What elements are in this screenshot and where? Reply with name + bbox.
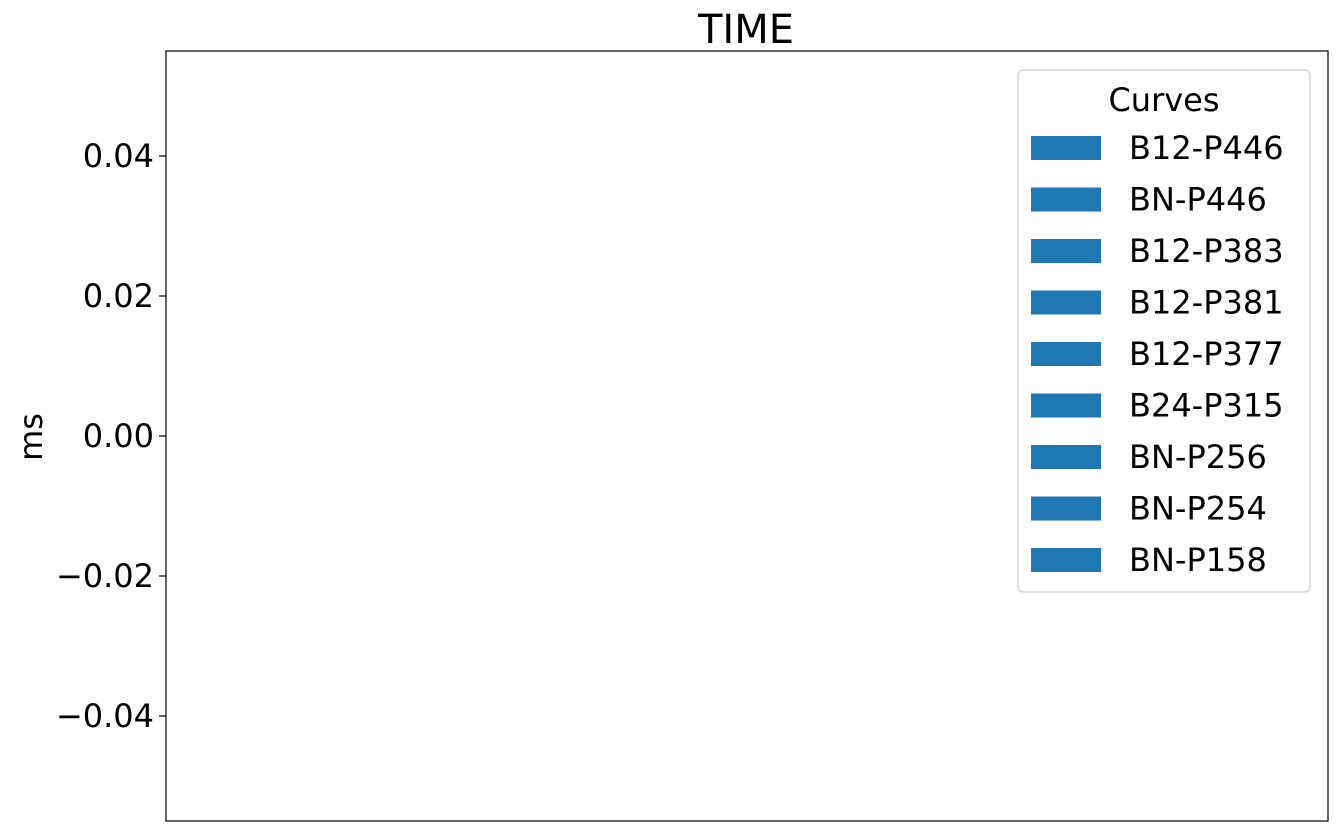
legend-title: Curves: [1108, 81, 1219, 119]
legend-label: B12-P446: [1129, 129, 1284, 167]
legend-entries: B12-P446 BN-P446 B12-P383 B12-P381 B12-P377 B…: [1031, 129, 1284, 579]
y-tick-label: 0.00: [83, 417, 154, 455]
legend-swatch: [1031, 548, 1101, 572]
legend-swatch: [1031, 290, 1101, 315]
legend-swatch: [1031, 187, 1101, 212]
legend-swatch: [1031, 496, 1101, 521]
y-tick-label: −0.02: [56, 557, 154, 595]
legend-swatch: [1031, 136, 1101, 160]
legend-swatch: [1031, 342, 1101, 366]
chart-title: TIME: [697, 7, 794, 53]
legend-label: B24-P315: [1129, 387, 1284, 425]
legend-label: BN-P254: [1129, 490, 1267, 528]
y-axis-label: ms: [12, 413, 50, 461]
legend: Curves B12-P446BN-P446B12-P383B12-P381B1…: [1017, 69, 1311, 593]
legend-label: BN-P256: [1129, 438, 1267, 476]
legend-swatch: [1031, 239, 1101, 263]
legend-swatch: [1031, 445, 1101, 469]
legend-swatch: [1031, 393, 1101, 418]
y-axis-ticks: 0.04 0.02 0.00 −0.02 −0.04: [56, 137, 166, 735]
y-tick-label: 0.02: [83, 277, 154, 315]
legend-label: B12-P377: [1129, 335, 1284, 373]
y-tick-label: 0.04: [83, 137, 154, 175]
legend-label: BN-P158: [1129, 541, 1267, 579]
legend-label: B12-P381: [1129, 284, 1284, 322]
legend-label: B12-P383: [1129, 232, 1284, 270]
y-tick-label: −0.04: [56, 697, 154, 735]
legend-label: BN-P446: [1129, 181, 1267, 219]
